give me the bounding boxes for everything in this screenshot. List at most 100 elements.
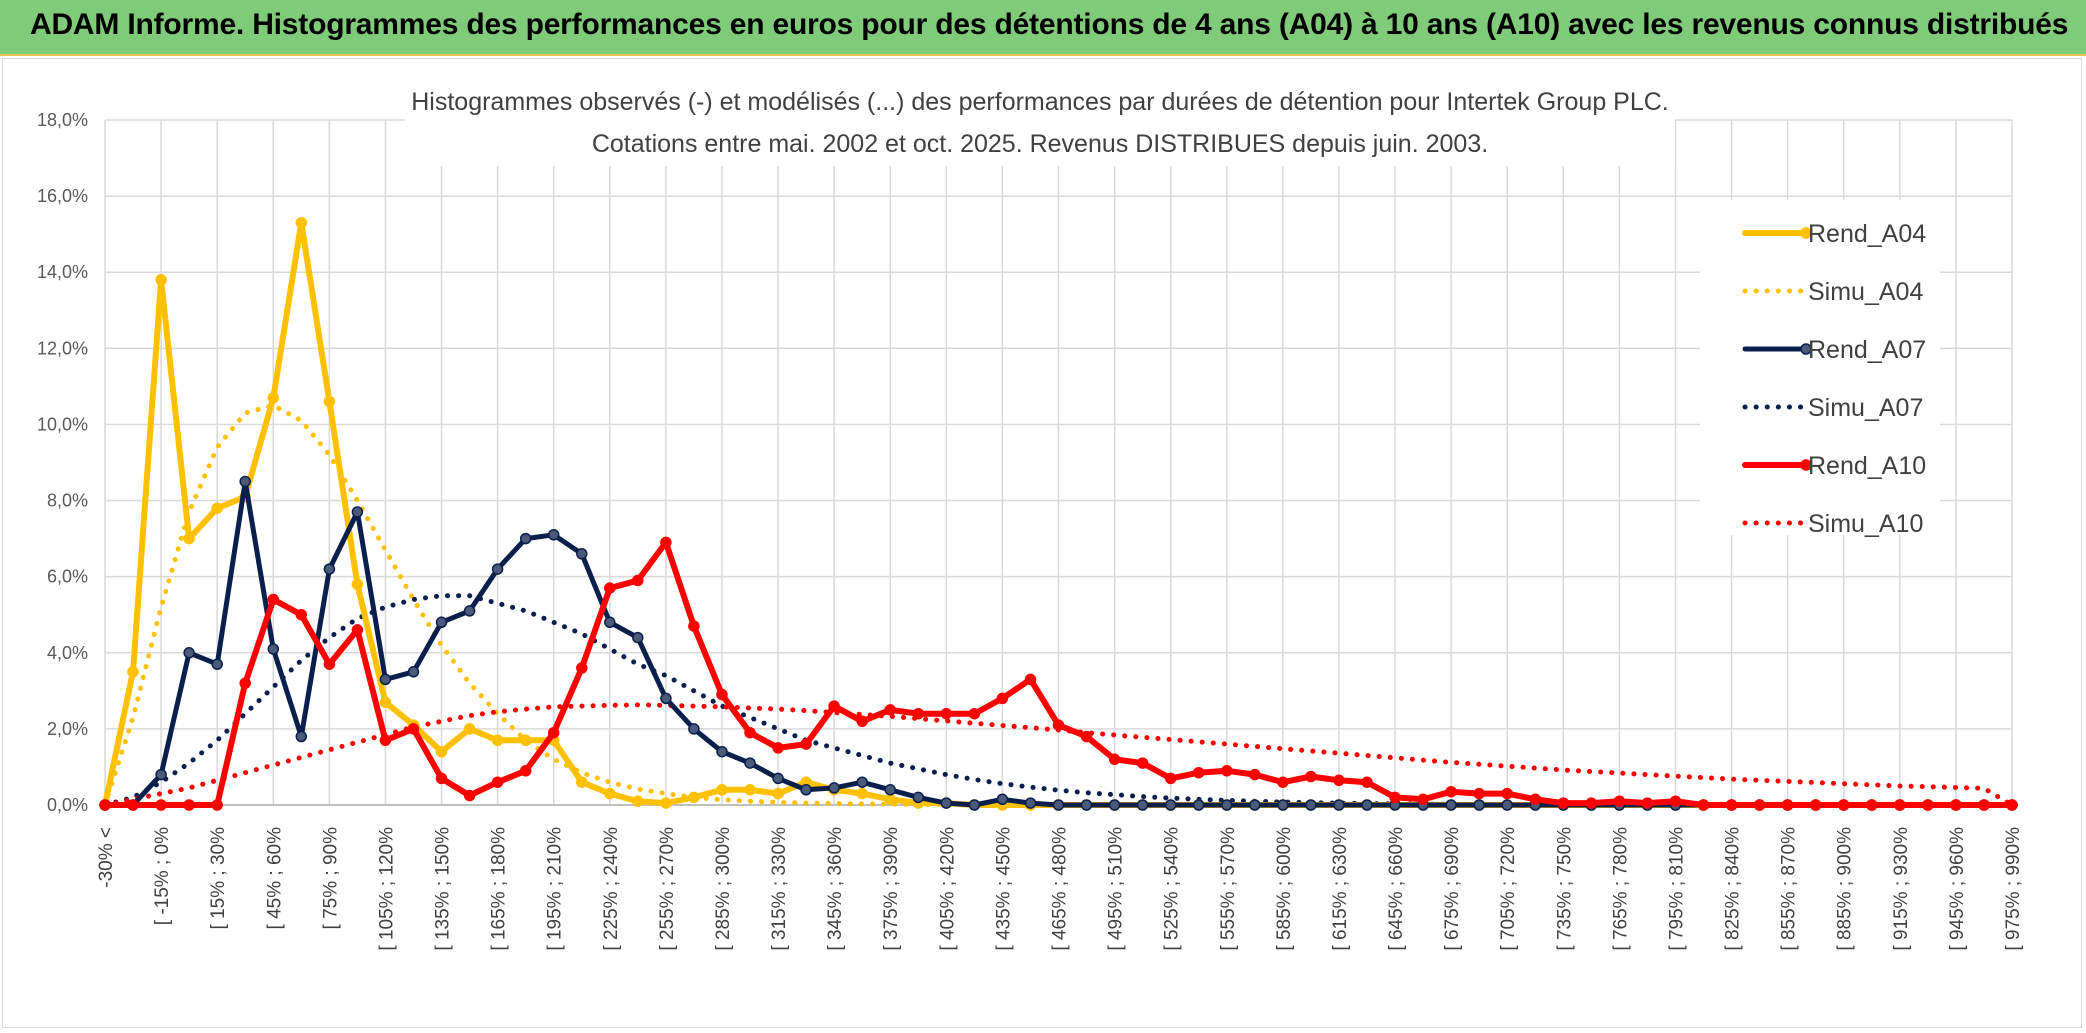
data-point-rend-a10 [1221,765,1233,777]
header-title: ADAM Informe. Histogrammes des performan… [30,8,2069,41]
data-point-rend-a10 [996,692,1009,705]
x-tick-label: [ 45% ; 60% [264,827,285,930]
data-point-rend-a10 [463,789,476,802]
data-point-rend-a10 [1277,776,1289,788]
data-point-rend-a10 [1669,795,1682,807]
header-banner: ADAM Informe. Histogrammes des performan… [0,0,2086,56]
x-tick-label: [ 795% ; 810% [1666,827,1687,951]
data-point-rend-a10 [351,624,364,636]
data-point-rend-a07 [491,563,504,575]
x-tick-label: -30% < [96,827,117,888]
x-axis-ticks: -30% < [ -15% ; 0% [ 15% ; 30% [ 45% ; 60% [… [96,827,2024,951]
x-tick-label: [ 195% ; 210% [545,827,566,951]
data-point-rend-a10 [912,707,925,720]
data-point-rend-a10 [155,799,167,811]
x-tick-label: [ 75% ; 90% [320,827,341,930]
x-tick-label: [ 345% ; 360% [825,827,846,951]
x-tick-label: [ 315% ; 330% [769,827,790,951]
data-point-rend-a10 [660,536,672,549]
data-point-rend-a07 [1024,797,1037,809]
data-point-rend-a10 [1305,770,1317,783]
data-point-rend-a10 [1501,787,1513,800]
data-point-rend-a07 [1361,799,1373,811]
data-point-rend-a07 [239,475,251,488]
data-point-rend-a07 [519,532,532,545]
data-point-rend-a10 [1866,799,1878,811]
x-tick-label: [ 885% ; 900% [1835,827,1856,951]
data-point-rend-a07 [1164,799,1177,811]
y-tick-label: 2,0% [47,719,88,739]
x-tick-label: [ 435% ; 450% [993,827,1014,951]
data-point-rend-a04 [632,795,644,807]
data-point-rend-a10 [99,799,111,811]
data-point-rend-a07 [351,506,364,518]
data-point-rend-a10 [183,799,195,811]
data-point-rend-a07 [463,605,476,617]
y-tick-label: 14,0% [37,262,88,282]
data-point-rend-a07 [1192,799,1205,811]
data-point-rend-a10 [884,704,896,716]
chart-subtitle: Cotations entre mai. 2002 et oct. 2025. … [592,130,1488,158]
data-point-rend-a10 [1361,776,1373,788]
data-point-rend-a10 [1136,757,1149,769]
data-point-rend-a07 [912,791,925,804]
data-point-rend-a10 [127,799,139,811]
x-tick-label: [ 225% ; 240% [601,827,622,951]
data-point-rend-a10 [1837,799,1850,811]
data-point-rend-a07 [716,745,728,758]
data-point-rend-a04 [716,784,728,796]
data-point-rend-a07 [1277,799,1289,811]
data-point-rend-a07 [407,666,420,678]
data-point-rend-a10 [1725,799,1738,811]
x-tick-label: [ 615% ; 630% [1330,827,1351,951]
data-point-rend-a07 [1249,799,1261,811]
legend-label: Simu_A10 [1808,510,1923,538]
data-point-rend-a04 [435,745,448,758]
data-point-rend-a04 [211,502,223,514]
x-tick-label: [ 165% ; 180% [489,827,510,951]
data-point-rend-a10 [576,662,588,674]
data-point-rend-a10 [772,742,784,754]
data-point-rend-a10 [1529,793,1542,806]
legend-label: Rend_A04 [1808,220,1926,248]
x-tick-label: [ 765% ; 780% [1610,827,1631,951]
data-point-rend-a10 [295,608,308,621]
data-point-rend-a10 [1697,799,1710,811]
data-point-rend-a10 [1613,795,1626,807]
data-point-rend-a10 [716,688,728,701]
data-point-rend-a04 [155,274,167,286]
y-axis-ticks: 0,0% 2,0% 4,0% 6,0% 8,0% 10,0% 12,0% 14,0% 16,0%… [37,110,88,815]
data-point-rend-a10 [828,700,840,712]
data-point-rend-a04 [267,392,280,404]
x-tick-label: [ 135% ; 150% [433,827,454,951]
data-point-rend-a07 [1445,799,1457,811]
data-point-rend-a04 [127,666,139,678]
data-point-rend-a10 [1024,673,1037,686]
x-tick-label: [ 405% ; 420% [937,827,958,951]
data-point-rend-a10 [1080,730,1093,743]
data-point-rend-a10 [547,726,560,739]
x-tick-label: [ 825% ; 840% [1723,827,1744,951]
data-point-rend-a10 [519,765,532,777]
data-point-rend-a07 [660,692,672,705]
data-point-rend-a04 [772,787,784,800]
y-tick-label: 4,0% [47,643,88,663]
data-point-rend-a04 [856,787,868,800]
x-tick-label: [ 255% ; 270% [657,827,678,951]
chart-series [99,216,2018,811]
y-tick-label: 8,0% [47,491,88,511]
y-tick-label: 6,0% [47,567,88,587]
data-point-rend-a10 [1333,774,1345,787]
x-tick-label: [ 945% ; 960% [1947,827,1968,951]
chart-titles: Histogrammes observés (-) et modélisés (… [405,80,1675,166]
title-background [405,80,1675,166]
data-point-rend-a07 [183,647,195,659]
chart-frame [2,58,2082,1028]
x-tick-label: [ 645% ; 660% [1386,827,1407,951]
x-tick-label: [ 555% ; 570% [1218,827,1239,951]
x-tick-label: [ 495% ; 510% [1106,827,1127,951]
data-point-rend-a07 [1052,799,1065,811]
data-point-rend-a04 [379,696,392,709]
data-point-rend-a07 [435,616,448,629]
